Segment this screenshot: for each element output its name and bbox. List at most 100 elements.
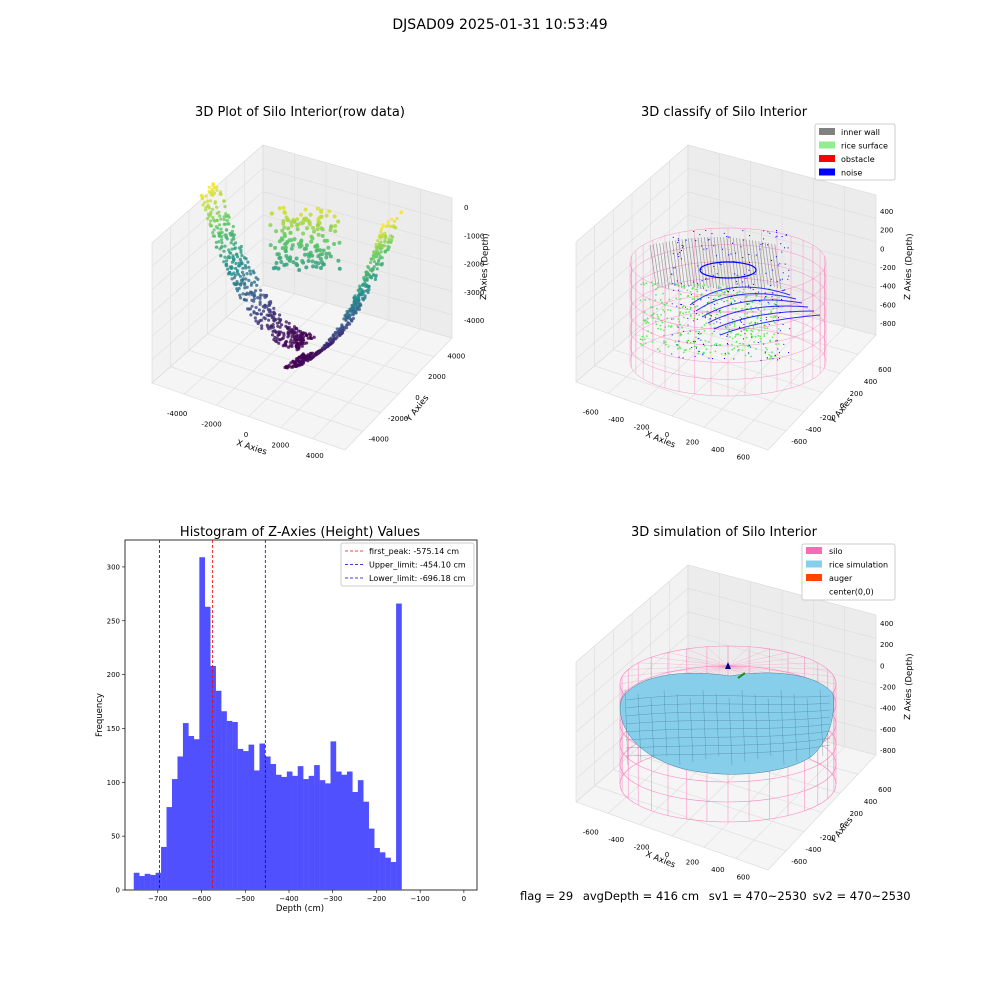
noise-point [779,330,781,332]
rice-surface-point [752,327,755,330]
rice-surface-point [763,333,766,335]
rice-surface-point [681,306,684,309]
noise-point [705,290,707,292]
rice-surface-point [734,335,737,338]
noise-point [733,289,735,291]
rice-surface-point [774,321,776,324]
noise-point [712,358,713,360]
y-tick-label: 50 [111,833,120,841]
data-point [267,327,271,331]
data-point [324,213,329,218]
rice-surface-point [708,341,710,343]
tick-label: 600 [737,873,750,881]
rice-surface-point [715,313,718,316]
noise-point [754,273,756,275]
data-point [303,331,307,335]
noise-point [726,335,728,337]
tick-label: -2000 [388,415,408,423]
noise-point [677,326,679,328]
noise-point [715,310,717,311]
rice-surface-point [693,298,696,300]
data-point [220,245,224,249]
rice-surface-point [679,323,682,326]
data-point [337,266,342,271]
noise-point [726,314,728,316]
data-point [350,319,354,323]
data-point [235,255,240,259]
noise-point [782,272,784,274]
noise-point [693,311,695,313]
rice-surface-point [729,336,731,338]
data-point [225,237,229,241]
noise-point [678,356,680,358]
noise-point [734,300,736,302]
data-point [282,225,287,230]
rice-surface-point [764,327,766,330]
rice-surface-point [654,299,657,302]
inner-wall-strand [665,241,673,286]
rice-surface-point [750,332,752,335]
tick-label: -600 [791,438,807,446]
data-point [380,263,384,267]
noise-point [748,269,750,271]
sv2-text: sv2 = 470~2530 [812,889,911,903]
data-point [240,270,245,274]
data-point [238,296,243,300]
surface-mesh-line [793,693,798,763]
data-point [353,294,357,298]
inner-wall-strand [761,241,769,286]
rice-surface-point [683,349,686,352]
noise-point [692,281,694,283]
data-point [218,214,222,218]
rice-surface-point [747,327,750,329]
noise-point [785,234,787,236]
noise-point [765,272,767,274]
tick-label: 2000 [428,373,446,381]
data-point [302,338,306,342]
grid-line [669,300,859,355]
z-tick-label: 200 [880,641,893,649]
rice-surface-point [768,354,771,356]
rice-surface-point [709,351,712,354]
z-tick-label: 400 [880,208,893,216]
silo-roof-line [727,656,805,667]
histogram-bar [374,848,380,890]
data-point [363,281,367,285]
rice-surface-point [697,284,700,287]
noise-point [712,299,714,301]
rice-surface-point [657,317,660,320]
data-point [366,290,370,295]
data-point [219,217,223,221]
rice-surface-point [777,343,780,345]
data-point [330,341,334,345]
noise-point [681,304,683,306]
z-tick-label: -200 [880,684,896,692]
data-point [222,217,226,222]
panel1-xlabel: X Axies [235,438,268,457]
data-point [369,274,373,278]
data-point [351,316,356,320]
data-point [224,212,228,216]
panel-raw-data: 3D Plot of Silo Interior(row data) -4000… [151,105,491,460]
data-point [253,316,257,320]
rice-surface-point [666,302,668,305]
silo-roof-line [727,646,750,667]
rice-surface-point [745,296,747,299]
data-point [351,303,355,307]
tick-label: 400 [864,378,877,386]
data-point [283,248,288,253]
data-point [215,205,219,209]
tick-label: -600 [583,409,599,417]
histogram-bar [346,771,353,890]
z-tick-label: -400 [880,283,896,291]
rice-surface-point [736,291,739,294]
data-point [294,256,299,261]
histogram-bar [264,756,271,890]
noise-point [773,320,775,322]
data-point [203,208,208,212]
grid-line [575,588,689,686]
data-point [291,332,295,336]
data-point [204,194,208,198]
data-point [372,265,376,269]
histogram-bar [172,779,178,890]
